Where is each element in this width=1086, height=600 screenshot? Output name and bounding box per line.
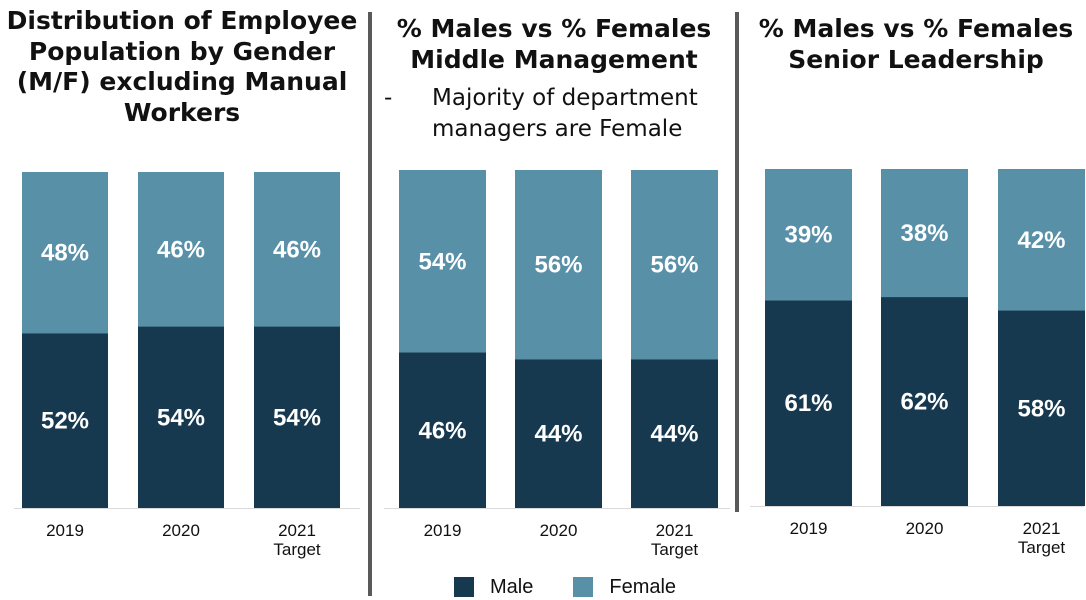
panel-1-title-line: Workers xyxy=(123,97,241,127)
legend-item-male: Male xyxy=(454,576,533,599)
legend-label-male: Male xyxy=(490,575,534,598)
panel-1-title-line: Population by Gender xyxy=(28,36,336,66)
x-tick-label: 2019 xyxy=(424,521,462,540)
bar-female xyxy=(22,172,108,334)
bar-male xyxy=(515,359,602,508)
legend-swatch-male xyxy=(454,577,474,597)
bar-male xyxy=(765,300,852,506)
data-label-male: 44% xyxy=(534,421,582,448)
legend-item-female: Female xyxy=(573,576,676,599)
bar-male xyxy=(254,326,340,508)
bar-female xyxy=(881,169,968,298)
data-label-female: 46% xyxy=(273,236,321,263)
subtitle-line: managers are Female xyxy=(432,115,683,142)
panel-2-title-line: Middle Management xyxy=(410,44,698,74)
bar-male xyxy=(22,333,108,508)
legend: Male Female xyxy=(454,574,716,600)
data-label-male: 46% xyxy=(418,417,466,444)
x-tick-label: 2021 xyxy=(278,521,316,540)
data-label-male: 54% xyxy=(273,404,321,431)
x-tick-label: Target xyxy=(651,540,699,559)
subtitle-dash: - xyxy=(384,85,393,111)
bar-male xyxy=(998,310,1085,506)
x-tick-label: 2020 xyxy=(906,519,944,538)
panel-1-title-line: Distribution of Employee xyxy=(6,6,358,35)
x-tick-label: 2021 xyxy=(656,521,694,540)
bar-male xyxy=(399,352,486,508)
subtitle-line: Majority of department xyxy=(432,85,698,111)
bar-female xyxy=(765,169,852,301)
x-tick-label: 2019 xyxy=(46,521,84,540)
data-label-male: 52% xyxy=(41,408,89,435)
panel-divider xyxy=(368,12,372,596)
bar-male xyxy=(138,326,224,508)
bar-female xyxy=(998,169,1085,311)
bar-male xyxy=(631,359,718,508)
x-tick-label: 2019 xyxy=(790,519,828,538)
legend-label-female: Female xyxy=(609,575,677,598)
data-label-male: 62% xyxy=(900,389,948,416)
data-label-female: 56% xyxy=(650,252,698,279)
panel-1-title-line: (M/F) excluding Manual xyxy=(16,67,348,96)
panel-3-title-line: % Males vs % Females xyxy=(758,14,1074,43)
x-tick-label: 2020 xyxy=(540,521,578,540)
panel-divider xyxy=(735,12,739,512)
data-label-female: 38% xyxy=(900,220,948,247)
bar-female xyxy=(631,170,718,360)
bar-female xyxy=(254,172,340,327)
x-tick-label: Target xyxy=(273,540,321,559)
bar-female xyxy=(399,170,486,353)
bar-female xyxy=(138,172,224,327)
x-tick-label: Target xyxy=(1018,538,1066,557)
data-label-male: 61% xyxy=(784,390,832,417)
panel-2-title: % Males vs % Females Middle Management xyxy=(384,14,724,75)
x-tick-label: 2021 xyxy=(1023,519,1061,538)
data-label-female: 54% xyxy=(418,248,466,275)
data-label-female: 42% xyxy=(1017,227,1065,254)
panel-3-title-line: Senior Leadership xyxy=(788,44,1044,74)
data-label-female: 39% xyxy=(784,222,832,249)
panel-2-subtitle: - Majority of department managers are Fe… xyxy=(384,83,734,149)
subtitle-text: Majority of department managers are Fema… xyxy=(432,83,742,144)
data-label-female: 46% xyxy=(157,236,205,263)
x-tick-label: 2020 xyxy=(162,521,200,540)
data-label-male: 54% xyxy=(157,404,205,431)
data-label-male: 44% xyxy=(650,421,698,448)
legend-swatch-female xyxy=(573,577,594,597)
bar-male xyxy=(881,297,968,506)
data-label-female: 56% xyxy=(534,252,582,279)
panel-3-title: % Males vs % Females Senior Leadership xyxy=(746,14,1086,75)
data-label-male: 58% xyxy=(1017,395,1065,422)
bar-female xyxy=(515,170,602,360)
panel-1-title: Distribution of Employee Population by G… xyxy=(4,6,360,128)
data-label-female: 48% xyxy=(41,240,89,267)
panel-2-title-line: % Males vs % Females xyxy=(396,14,712,43)
